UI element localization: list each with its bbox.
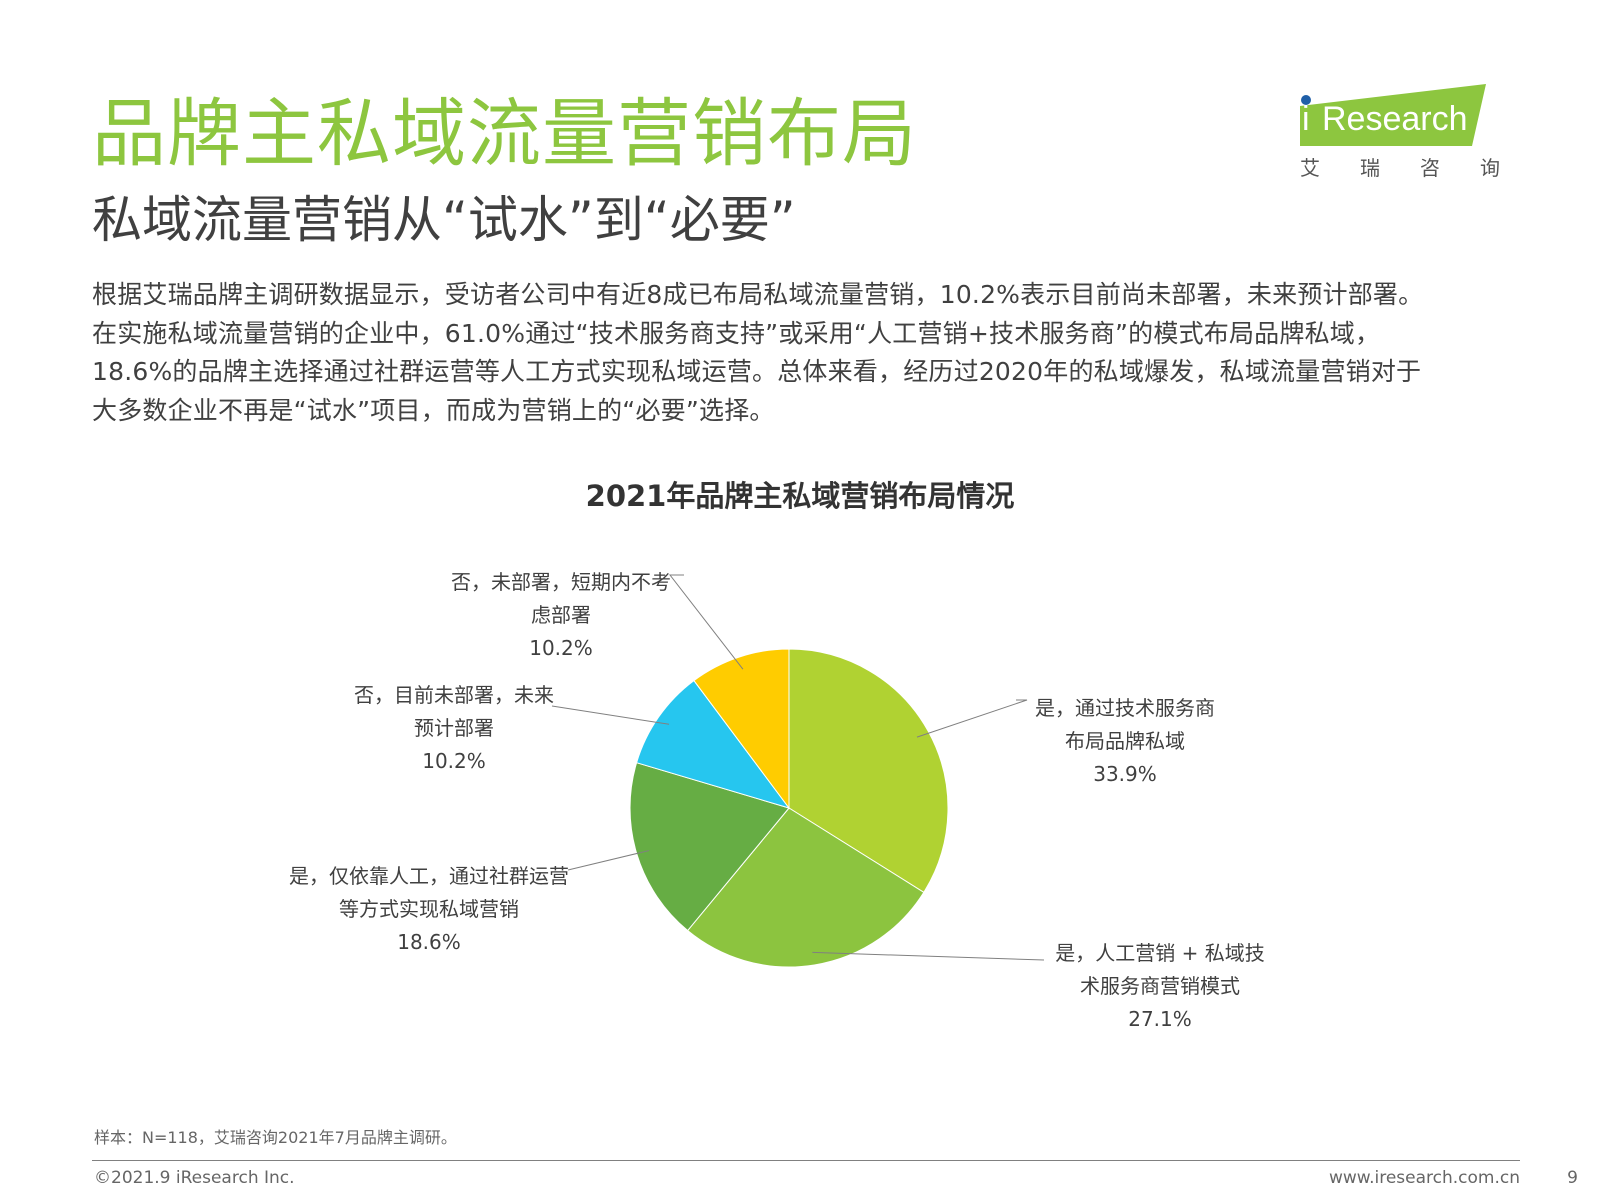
slice-label-line: 布局品牌私域 bbox=[1065, 729, 1185, 753]
logo-dot bbox=[1301, 95, 1311, 105]
slice-label-line: 否，未部署，短期内不考 bbox=[451, 570, 671, 594]
copyright: ©2021.9 iResearch Inc. bbox=[94, 1168, 295, 1188]
slice-label-manual-plus-tech: 是，人工营销 + 私域技 术服务商营销模式 27.1% bbox=[1044, 937, 1276, 1036]
leader-line bbox=[668, 574, 744, 670]
pie-slice bbox=[693, 648, 790, 810]
logo-char: 咨 bbox=[1420, 156, 1440, 180]
leader-line bbox=[916, 699, 1028, 738]
logo-brand-text: Research bbox=[1322, 100, 1468, 138]
iresearch-logo: i Research bbox=[1300, 84, 1486, 146]
body-paragraph: 根据艾瑞品牌主调研数据显示，受访者公司中有近8成已布局私域流量营销，10.2%表… bbox=[92, 276, 1512, 430]
slice-label-line: 等方式实现私域营销 bbox=[339, 897, 519, 921]
chart-title: 2021年品牌主私域营销布局情况 bbox=[585, 479, 1015, 513]
slice-label-line: 预计部署 bbox=[414, 716, 494, 740]
leader-line bbox=[551, 705, 670, 725]
slice-value-label: 18.6% bbox=[397, 930, 461, 954]
slice-label-line: 虑部署 bbox=[531, 603, 591, 627]
slice-label-line: 是，人工营销 + 私域技 bbox=[1055, 941, 1265, 965]
page-number: 9 bbox=[1567, 1168, 1578, 1188]
pie-slice bbox=[686, 807, 925, 968]
pie-slice bbox=[629, 762, 790, 932]
page-title: 品牌主私域流量营销布局 bbox=[92, 91, 917, 177]
slice-label-line: 是，通过技术服务商 bbox=[1035, 696, 1215, 720]
slice-label-line: 否，目前未部署，未来 bbox=[354, 683, 554, 707]
logo-chars: 艾 瑞 咨 询 bbox=[1300, 152, 1500, 181]
slice-value-label: 10.2% bbox=[422, 749, 486, 773]
website-link[interactable]: www.iresearch.com.cn bbox=[1328, 1168, 1520, 1188]
body-line: 根据艾瑞品牌主调研数据显示，受访者公司中有近8成已布局私域流量营销，10.2%表… bbox=[92, 280, 1424, 309]
slice-label-tech-provider: 是，通过技术服务商 布局品牌私域 33.9% bbox=[1010, 692, 1240, 791]
body-line: 在实施私域流量营销的企业中，61.0%通过“技术服务商支持”或采用“人工营销+技… bbox=[92, 318, 1381, 348]
leader-line bbox=[812, 951, 1045, 961]
body-line: 18.6%的品牌主选择通过社群运营等人工方式实现私域运营。总体来看，经历过202… bbox=[92, 357, 1422, 386]
slice-value-label: 33.9% bbox=[1093, 762, 1157, 786]
slice-label-line: 是，仅依靠人工，通过社群运营 bbox=[289, 864, 569, 888]
logo-brand-i: i bbox=[1302, 100, 1310, 138]
logo-char: 瑞 bbox=[1360, 156, 1380, 180]
body-line: 大多数企业不再是“试水”项目，而成为营销上的“必要”选择。 bbox=[92, 395, 775, 425]
slice-label-future-deploy: 否，目前未部署，未来 预计部署 10.2% bbox=[344, 679, 564, 778]
logo-char: 询 bbox=[1480, 156, 1500, 180]
pie-slice bbox=[788, 648, 949, 894]
logo-char: 艾 bbox=[1300, 156, 1320, 180]
slice-value-label: 27.1% bbox=[1128, 1007, 1192, 1031]
footer-divider bbox=[92, 1160, 1520, 1161]
leader-line bbox=[567, 850, 650, 871]
slice-value-label: 10.2% bbox=[529, 636, 593, 660]
pie-slice bbox=[635, 679, 791, 809]
logo-banner bbox=[1300, 84, 1486, 146]
page-subtitle: 私域流量营销从“试水”到“必要” bbox=[92, 191, 796, 249]
slice-label-line: 术服务商营销模式 bbox=[1080, 974, 1240, 998]
slice-label-not-considered: 否，未部署，短期内不考 虑部署 10.2% bbox=[444, 566, 678, 665]
source-note: 样本：N=118，艾瑞咨询2021年7月品牌主调研。 bbox=[94, 1128, 457, 1147]
slice-label-manual-only: 是，仅依靠人工，通过社群运营 等方式实现私域营销 18.6% bbox=[284, 860, 574, 959]
